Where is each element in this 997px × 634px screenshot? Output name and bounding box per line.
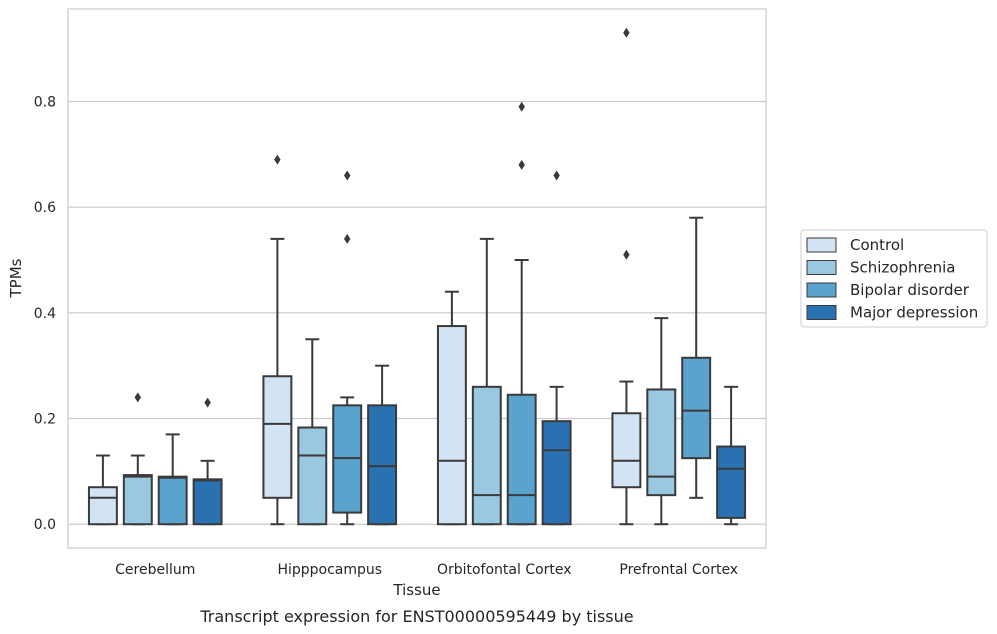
y-tick-label: 0.2	[34, 412, 56, 428]
outlier-marker	[344, 233, 351, 244]
outlier-marker	[518, 159, 525, 170]
iqr-box	[541, 420, 572, 526]
legend-label: Bipolar disorder	[850, 281, 970, 299]
box-3-3	[506, 101, 537, 526]
iqr-box	[297, 426, 328, 526]
iqr-box	[367, 404, 398, 526]
x-tick-label: Orbitofontal Cortex	[437, 562, 572, 578]
iqr-box	[87, 486, 118, 526]
legend: Control Schizophrenia Bipolar disorder Majo…	[800, 229, 988, 328]
x-tick-label: Hipppocampus	[277, 562, 382, 578]
box-4-2	[646, 317, 677, 526]
legend-swatch	[806, 305, 837, 320]
y-tick-label: 0.4	[34, 306, 56, 322]
y-tick-label: 0.6	[34, 200, 56, 216]
x-tick-label: Prefrontal Cortex	[619, 562, 738, 578]
box-4-4	[716, 385, 747, 526]
box-1-2	[122, 392, 153, 526]
x-axis-label: Tissue	[392, 581, 440, 599]
box-3-1	[436, 290, 467, 526]
x-tick-label: Cerebellum	[115, 562, 195, 578]
outlier-marker	[518, 101, 525, 112]
iqr-box	[646, 388, 677, 497]
legend-swatch	[806, 282, 837, 298]
iqr-box	[506, 393, 537, 526]
outlier-marker	[134, 392, 141, 403]
box-2-4	[367, 364, 398, 526]
box-1-1	[87, 454, 118, 526]
box-4-3	[681, 216, 712, 499]
y-axis-label: TPMs	[7, 258, 25, 298]
box-1-3	[157, 433, 188, 526]
outlier-marker	[274, 154, 281, 165]
box-groups	[87, 27, 747, 526]
outlier-marker	[204, 397, 211, 408]
iqr-box	[681, 356, 712, 460]
y-tick-label: 0.8	[34, 94, 56, 110]
outlier-marker	[553, 170, 560, 181]
iqr-box	[471, 385, 502, 526]
legend-swatch	[806, 260, 837, 275]
x-tick-labels: Cerebellum Hipppocampus Orbitofontal Corte…	[115, 562, 738, 578]
plot-area	[67, 8, 767, 549]
legend-frame	[800, 229, 988, 328]
box-1-4	[192, 397, 223, 526]
iqr-box	[157, 475, 188, 526]
chart-caption: Transcript expression for ENST0000059544…	[199, 607, 633, 626]
y-tick-label: 0.0	[34, 517, 56, 533]
iqr-box	[436, 325, 467, 526]
outlier-marker	[623, 27, 630, 38]
box-3-4	[541, 170, 572, 526]
legend-label: Schizophrenia	[850, 259, 955, 277]
iqr-box	[611, 412, 642, 489]
iqr-box	[122, 474, 153, 526]
outlier-marker	[623, 249, 630, 260]
box-3-2	[471, 237, 502, 526]
outlier-marker	[344, 170, 351, 181]
legend-swatch	[806, 237, 837, 253]
iqr-box	[262, 375, 293, 499]
iqr-box	[192, 478, 223, 526]
box-2-3	[332, 170, 363, 526]
box-4-1	[611, 27, 642, 526]
box-2-2	[297, 338, 328, 526]
legend-label: Control	[850, 236, 904, 254]
iqr-box	[716, 445, 747, 519]
legend-label: Major depression	[850, 304, 978, 322]
box-2-1	[262, 154, 293, 526]
y-tick-labels: 0.0 0.2 0.4 0.6 0.8	[34, 94, 56, 533]
